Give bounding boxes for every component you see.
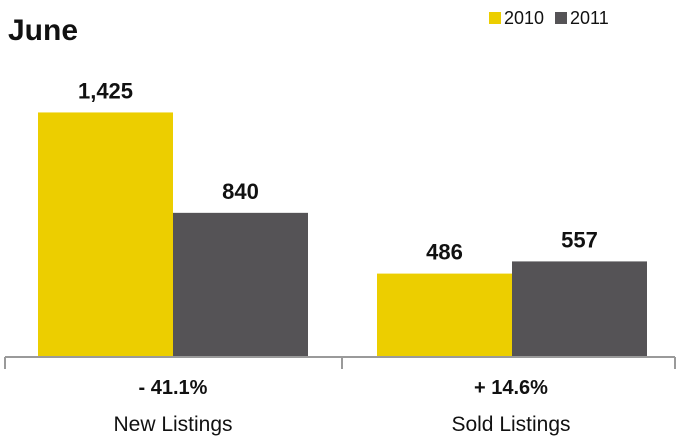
bar-sold-listings-2011 <box>512 261 647 357</box>
change-label-sold-listings: + 14.6% <box>474 377 548 399</box>
value-label-sold-listings-2010: 486 <box>426 240 463 265</box>
bar-sold-listings-2010 <box>377 273 512 357</box>
category-label-sold-listings: Sold Listings <box>451 413 570 436</box>
legend-label-2011: 2011 <box>570 8 609 28</box>
legend-label-2010: 2010 <box>504 8 544 28</box>
value-labels-group: 1,425 840 486 557 <box>78 78 598 264</box>
value-label-new-listings-2011: 840 <box>222 179 259 204</box>
bars-group <box>38 112 647 357</box>
legend-swatch-2011 <box>555 12 567 24</box>
value-label-sold-listings-2011: 557 <box>561 227 598 252</box>
legend-swatch-2010 <box>489 12 501 24</box>
value-label-new-listings-2010: 1,425 <box>78 78 133 103</box>
change-label-new-listings: - 41.1% <box>139 377 208 399</box>
legend: 2010 2011 <box>489 8 609 28</box>
bar-new-listings-2011 <box>173 212 308 357</box>
category-label-new-listings: New Listings <box>113 413 232 436</box>
chart-title: June <box>8 14 78 47</box>
bar-new-listings-2010 <box>38 112 173 357</box>
x-axis <box>4 356 676 369</box>
